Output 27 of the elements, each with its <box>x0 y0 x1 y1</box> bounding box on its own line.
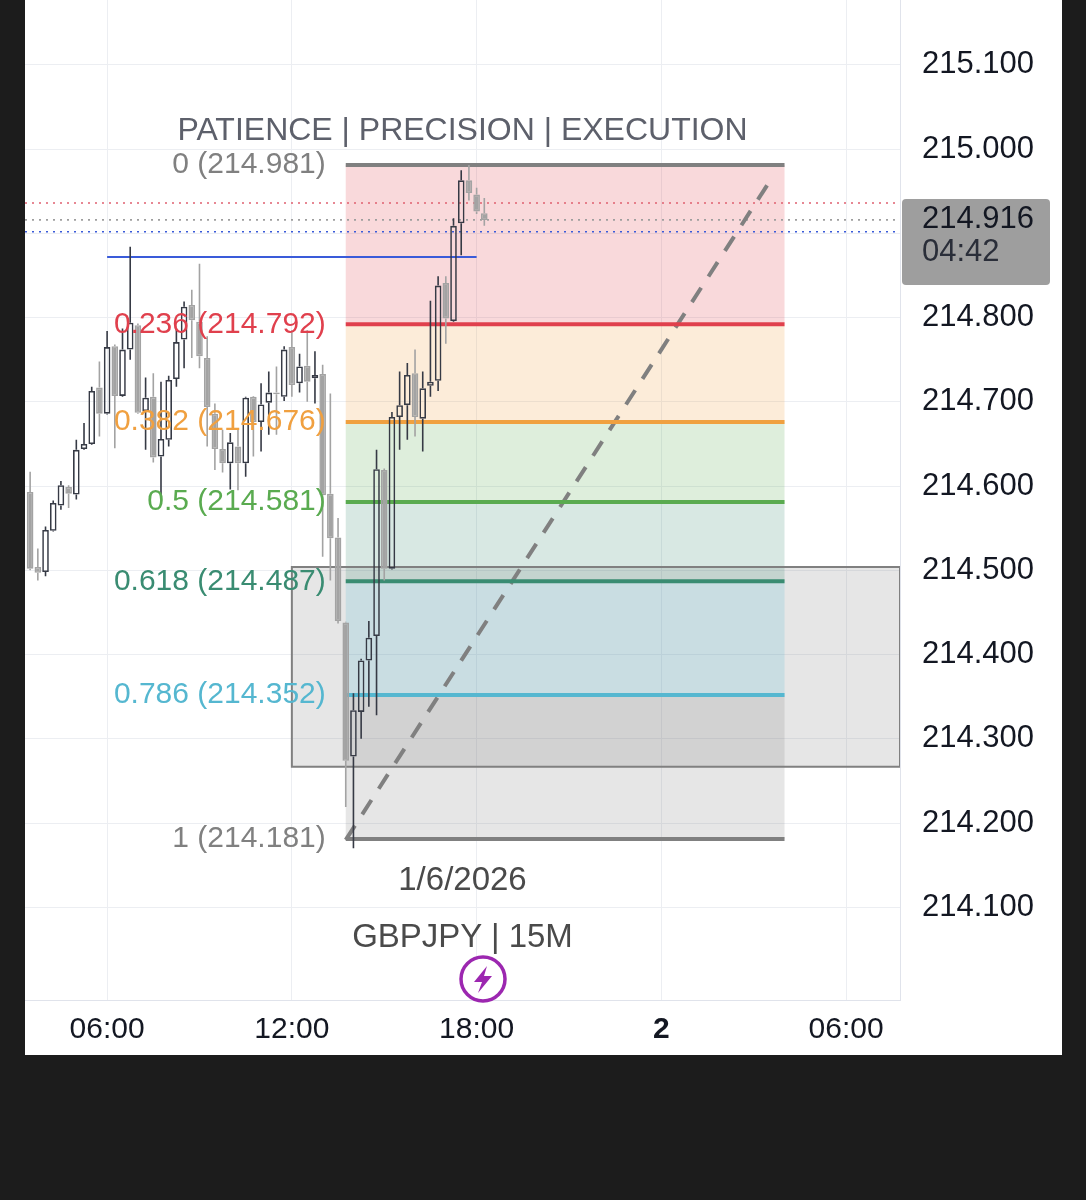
candlestick <box>442 275 450 345</box>
x-tick-label: 06:00 <box>808 1011 884 1045</box>
series-label: 0 (214.981) <box>172 146 326 180</box>
series-label: 0.5 (214.581) <box>147 483 326 517</box>
series-label: 1 (214.181) <box>172 820 326 854</box>
y-tick-label: 214.300 <box>922 719 1035 755</box>
x-tick-label: 06:00 <box>69 1011 145 1045</box>
y-tick-label: 214.200 <box>922 803 1035 839</box>
ref-line-label: 214.916 04:42 <box>922 200 1035 269</box>
y-tick-label: 214.500 <box>922 550 1035 586</box>
y-tick-label: 215.000 <box>922 129 1035 165</box>
candlestick <box>411 348 419 438</box>
x-tick-label: 12:00 <box>254 1011 330 1045</box>
y-tick-label: 214.400 <box>922 635 1035 671</box>
x-tick-label: 18:00 <box>439 1011 515 1045</box>
x-tick-label: 2 <box>653 1011 670 1045</box>
annotation: 1/6/2026 <box>398 860 527 898</box>
y-tick-label: 214.800 <box>922 298 1035 334</box>
y-tick-label: 215.100 <box>922 45 1035 81</box>
y-tick-label: 214.100 <box>922 887 1035 923</box>
y-tick-label: 214.700 <box>922 382 1035 418</box>
text: PATIENCE | PRECISION | EXECUTION <box>177 110 748 147</box>
candlestick <box>26 470 34 572</box>
annotation: GBPJPY | 15M <box>352 917 573 955</box>
y-tick-label: 214.600 <box>922 466 1035 502</box>
candlestick <box>334 517 342 625</box>
candlestick <box>465 164 473 202</box>
